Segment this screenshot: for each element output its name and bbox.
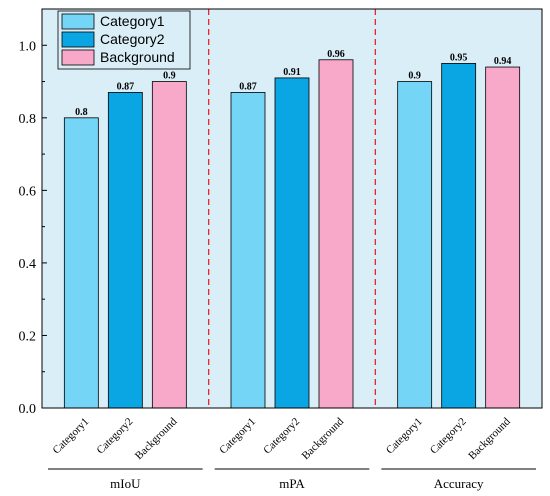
x-group-label-miou: mIoU	[110, 476, 141, 491]
data-label-miou-background: 0.9	[163, 71, 176, 82]
x-group-label-accuracy: Accuracy	[434, 476, 484, 491]
legend-swatch-category2	[61, 31, 95, 48]
x-category-label: Category2	[95, 416, 136, 457]
y-tick-label: 0.0	[19, 402, 37, 417]
data-label-accuracy-background: 0.94	[494, 56, 512, 67]
bar-miou-category1	[63, 117, 99, 409]
y-tick-label: 0.6	[19, 184, 37, 199]
bar-mpa-category1	[230, 92, 266, 409]
legend: Category1 Category2 Background	[57, 10, 191, 70]
y-tick-label: 0.4	[19, 257, 37, 272]
data-label-miou-category1: 0.8	[75, 107, 88, 118]
data-label-mpa-category2: 0.91	[283, 67, 301, 78]
bar-mpa-category2	[274, 77, 310, 409]
x-axis: Category1 Category2BackgroundmIoUCategory…	[48, 415, 536, 491]
bar-miou-background	[151, 81, 187, 409]
x-group-label-mpa: mPA	[279, 476, 305, 491]
x-category-label: Category2	[261, 416, 302, 457]
group-separators	[208, 9, 376, 408]
legend-swatch-background	[61, 49, 95, 66]
bar-accuracy-background	[485, 66, 521, 409]
legend-swatch-category1	[61, 13, 95, 30]
y-tick-label: 1.0	[19, 39, 37, 54]
y-tick-label: 0.8	[19, 112, 37, 127]
data-labels: 0.8 0.87 0.9 0.87 0.91 0.96 0.9 0.95 0.94	[75, 49, 511, 118]
x-category-label: Category1	[217, 416, 258, 457]
bar-accuracy-category2	[441, 63, 477, 409]
plot-frame	[41, 8, 543, 409]
legend-label-background: Background	[100, 49, 175, 65]
bars	[63, 59, 521, 409]
x-category-label: Category2	[428, 416, 469, 457]
data-label-accuracy-category1: 0.9	[408, 71, 421, 82]
data-label-miou-category2: 0.87	[117, 81, 135, 92]
x-category-label: Background	[466, 415, 513, 462]
data-label-accuracy-category2: 0.95	[450, 52, 468, 63]
legend-label-category2: Category2	[100, 31, 165, 47]
bar-mpa-background	[318, 59, 354, 409]
x-category-label: Background	[133, 415, 180, 462]
data-label-mpa-category1: 0.87	[239, 81, 257, 92]
legend-label-category1: Category1	[100, 13, 165, 29]
x-category-label: Category1	[384, 416, 425, 457]
bar-miou-category2	[107, 92, 143, 409]
x-category-label: Background	[300, 415, 347, 462]
x-category-label: Category1	[51, 416, 92, 457]
bar-accuracy-category1	[397, 81, 433, 409]
data-label-mpa-background: 0.96	[327, 49, 345, 60]
y-tick-label: 0.2	[19, 329, 37, 344]
